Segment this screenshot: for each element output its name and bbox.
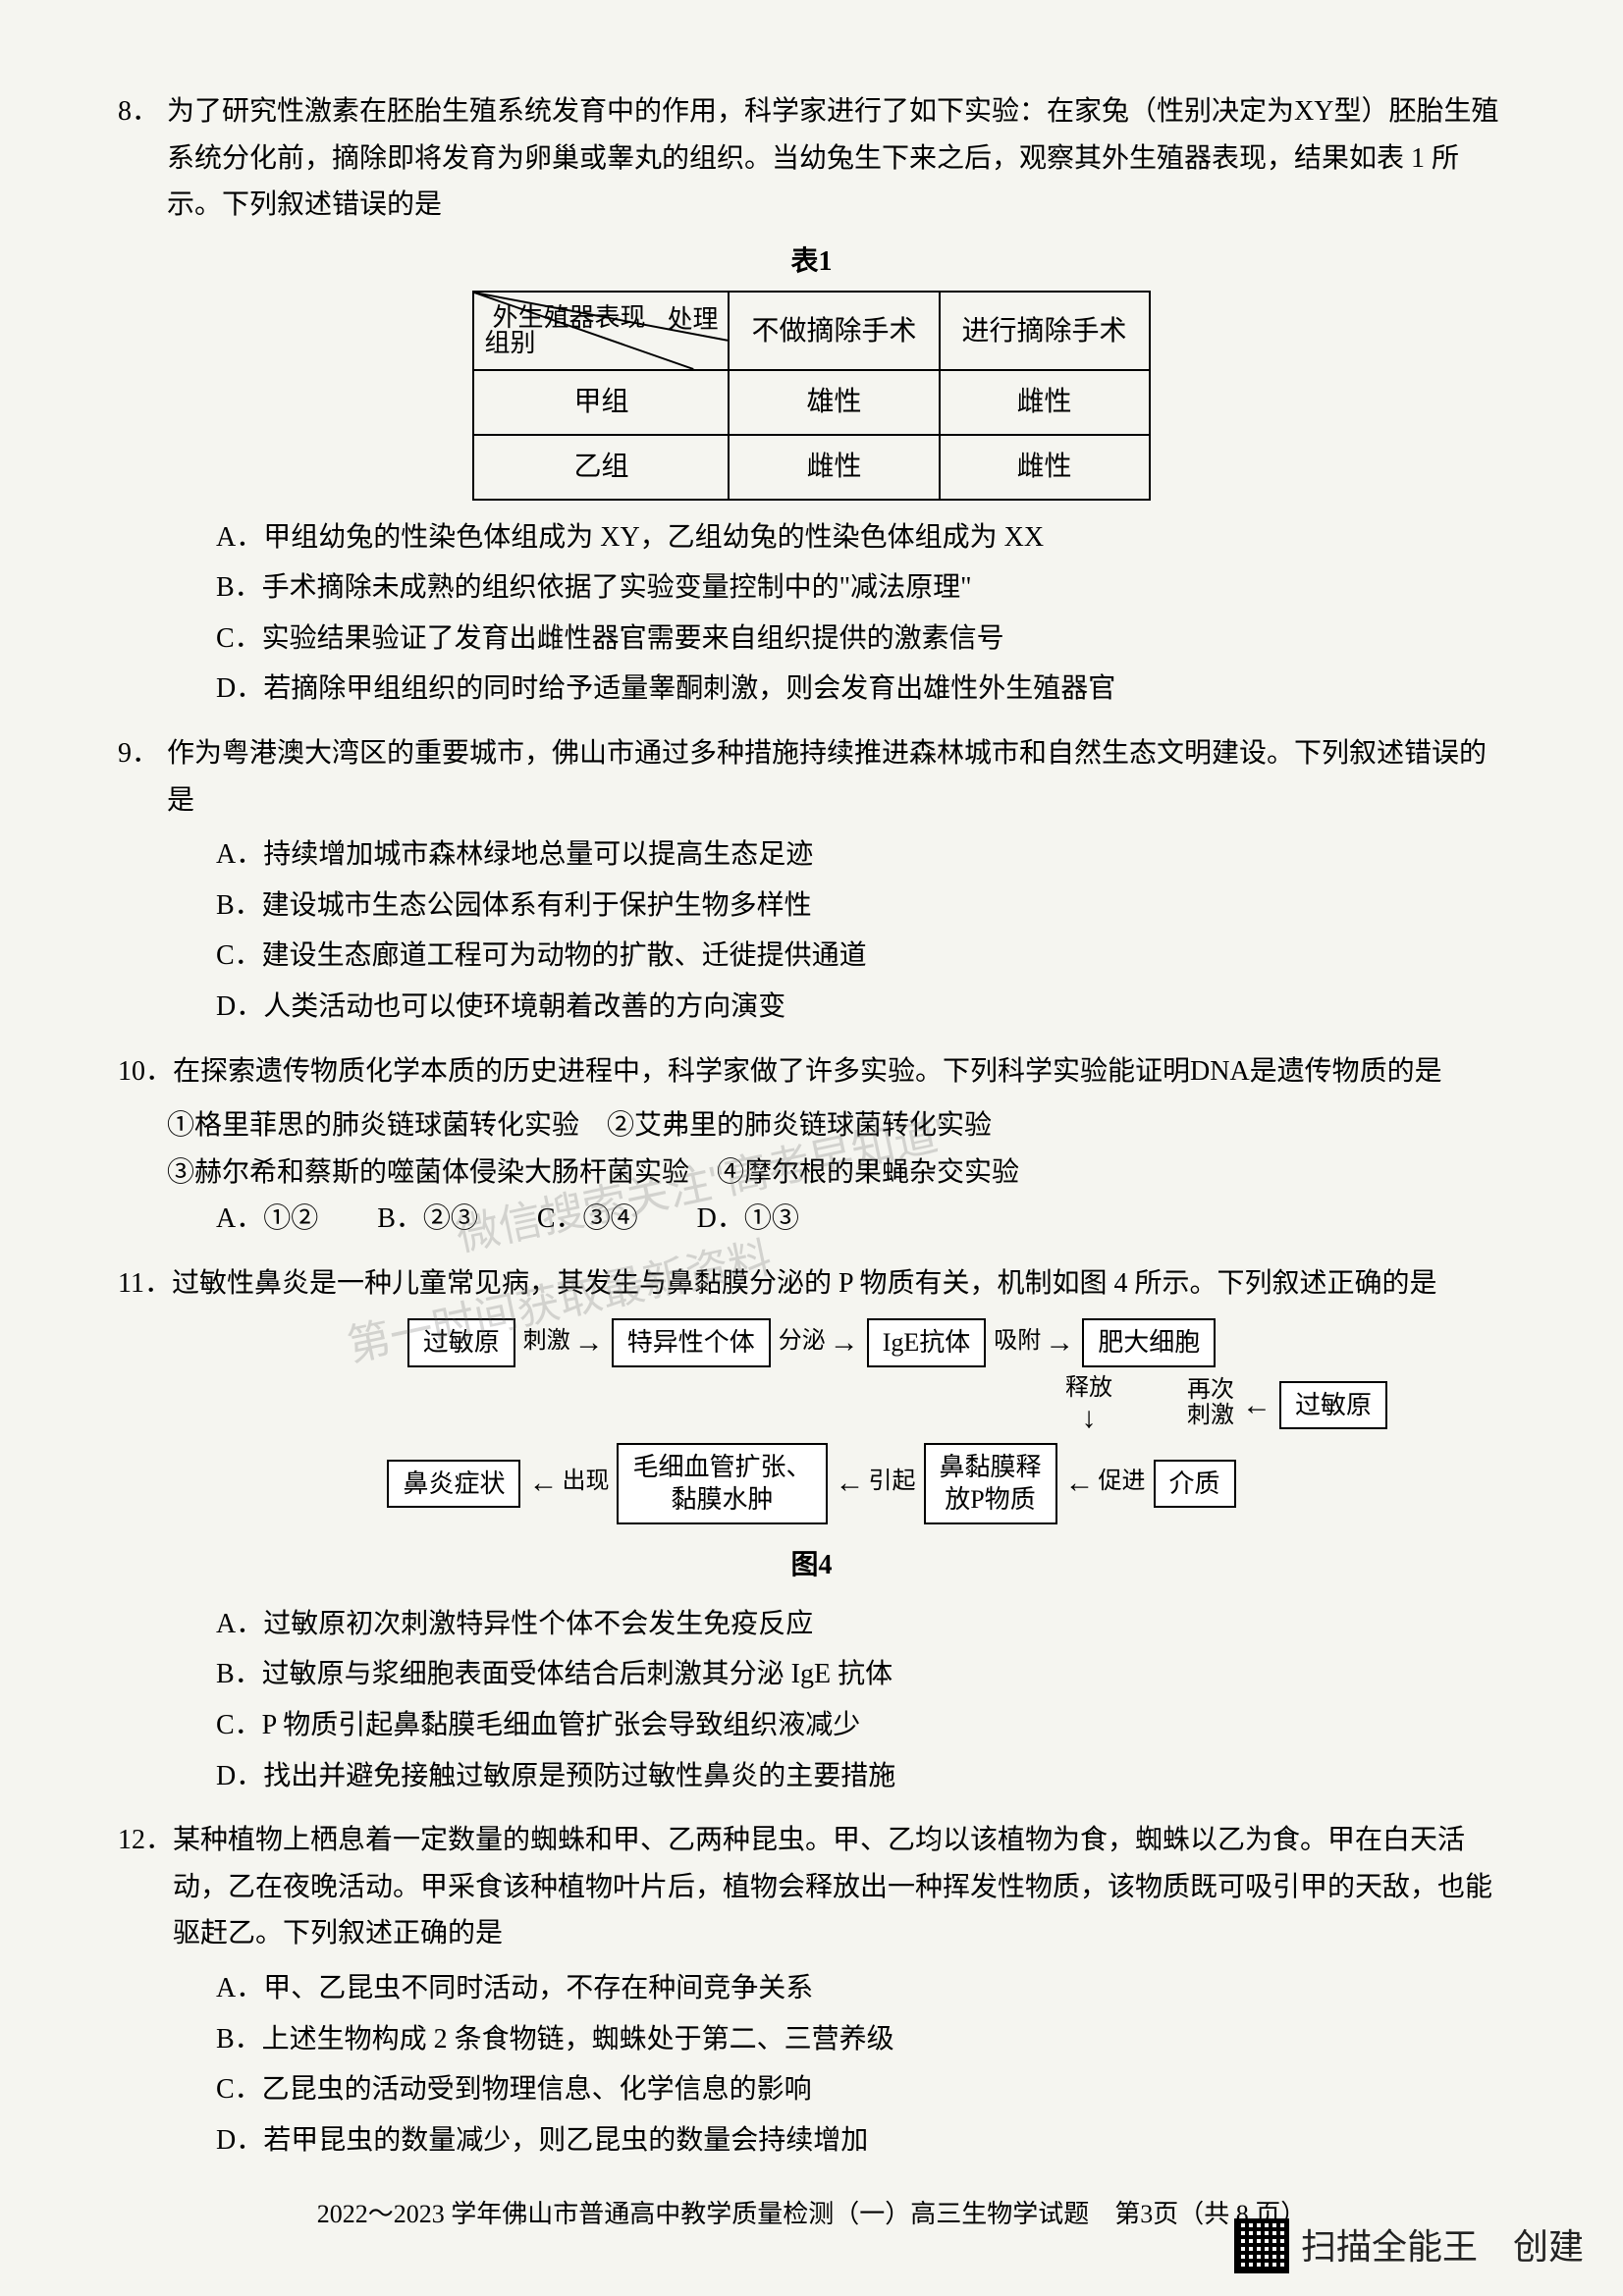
q9-opt-b: B．建设城市生态公园体系有利于保护生物多样性: [216, 882, 1505, 930]
q11-number: 11．: [118, 1260, 172, 1308]
q8-table: 外生殖器表现 处理 组别 不做摘除手术 进行摘除手术 甲组 雄性 雌性 乙组 雌…: [472, 291, 1150, 500]
q9-text: 作为粤港澳大湾区的重要城市，佛山市通过多种措施持续推进森林城市和自然生态文明建设…: [167, 730, 1505, 824]
q11-text: 过敏性鼻炎是一种儿童常见病，其发生与鼻黏膜分泌的 P 物质有关，机制如图 4 所…: [172, 1260, 1505, 1308]
q11-diagram: 过敏原 刺激 → 特异性个体 分泌 → IgE抗体 吸附 → 肥大细胞 释放 ↓: [118, 1318, 1505, 1588]
q8-options: A．甲组幼兔的性染色体组成为 XY，乙组幼兔的性染色体组成为 XX B．手术摘除…: [118, 514, 1505, 713]
q12-opt-b: B．上述生物构成 2 条食物链，蜘蛛处于第二、三营养级: [216, 2016, 1505, 2063]
q11-options: A．过敏原初次刺激特异性个体不会发生免疫反应 B．过敏原与浆细胞表面受体结合后刺…: [118, 1601, 1505, 1799]
q8-r1c1: 甲组: [473, 370, 729, 435]
q9-options: A．持续增加城市森林绿地总量可以提高生态足迹 B．建设城市生态公园体系有利于保护…: [118, 831, 1505, 1030]
arrow-right-icon: →: [1045, 1328, 1074, 1358]
q11-row-mid: 释放 ↓ 再次 刺激 ← 过敏原: [118, 1377, 1505, 1432]
arrow-left-icon: ←: [528, 1468, 558, 1498]
node-mediator: 介质: [1154, 1460, 1236, 1509]
arrow-right-icon: →: [830, 1328, 859, 1358]
arrow-stimulate-1: 刺激 →: [523, 1323, 604, 1363]
q8-table-caption: 表1: [790, 239, 832, 286]
q8-col3: 进行摘除手术: [940, 292, 1150, 370]
q11-opt-c: C．P 物质引起鼻黏膜毛细血管扩张会导致组织液减少: [216, 1702, 1505, 1749]
q8-opt-c: C．实验结果验证了发育出雌性器官需要来自组织提供的激素信号: [216, 615, 1505, 663]
arrow-promote: ← 促进: [1065, 1464, 1146, 1504]
scan-note: 扫描全能王 创建: [1234, 2216, 1584, 2276]
q12-opt-a: A．甲、乙昆虫不同时活动，不存在种间竞争关系: [216, 1965, 1505, 2012]
q11-opt-a: A．过敏原初次刺激特异性个体不会发生免疫反应: [216, 1601, 1505, 1648]
arrow-cause: ← 引起: [836, 1464, 916, 1504]
q8-col2: 不做摘除手术: [729, 292, 939, 370]
q10-opt-b: B．②③: [377, 1196, 478, 1243]
q10-number: 10．: [118, 1048, 173, 1095]
question-11: 11． 过敏性鼻炎是一种儿童常见病，其发生与鼻黏膜分泌的 P 物质有关，机制如图…: [118, 1260, 1505, 1799]
q8-stem: 8． 为了研究性激素在胚胎生殖系统发育中的作用，科学家进行了如下实验：在家兔（性…: [118, 88, 1505, 229]
q9-stem: 9． 作为粤港澳大湾区的重要城市，佛山市通过多种措施持续推进森林城市和自然生态文…: [118, 730, 1505, 824]
node-allergen-1: 过敏原: [407, 1318, 515, 1367]
q8-diag-right: 处理: [667, 298, 718, 342]
q8-opt-d: D．若摘除甲组组织的同时给予适量睾酮刺激，则会发育出雄性外生殖器官: [216, 666, 1505, 713]
node-allergen-2: 过敏原: [1279, 1381, 1387, 1430]
arrow-right-icon: →: [574, 1328, 604, 1358]
q8-opt-b: B．手术摘除未成熟的组织依据了实验变量控制中的"减法原理": [216, 564, 1505, 612]
q9-opt-c: C．建设生态廊道工程可为动物的扩散、迁徙提供通道: [216, 933, 1505, 980]
q9-opt-a: A．持续增加城市森林绿地总量可以提高生态足迹: [216, 831, 1505, 879]
arrow-restimulate: 再次 刺激: [1187, 1379, 1234, 1431]
q8-diag-bottom: 组别: [484, 322, 535, 365]
arrow-adsorb: 吸附 →: [994, 1323, 1074, 1363]
node-ige: IgE抗体: [867, 1318, 987, 1367]
q12-opt-d: D．若甲昆虫的数量减少，则乙昆虫的数量会持续增加: [216, 2117, 1505, 2164]
q11-opt-d: D．找出并避免接触过敏原是预防过敏性鼻炎的主要措施: [216, 1753, 1505, 1800]
q11-opt-b: B．过敏原与浆细胞表面受体结合后刺激其分泌 IgE 抗体: [216, 1651, 1505, 1698]
arrow-release: 释放 ↓: [1065, 1377, 1112, 1432]
q12-opt-c: C．乙昆虫的活动受到物理信息、化学信息的影响: [216, 2066, 1505, 2113]
q11-stem: 11． 过敏性鼻炎是一种儿童常见病，其发生与鼻黏膜分泌的 P 物质有关，机制如图…: [118, 1260, 1505, 1308]
node-individual: 特异性个体: [612, 1318, 771, 1367]
q11-row-bottom: 鼻炎症状 ← 出现 毛细血管扩张、 黏膜水肿 ← 引起 鼻黏膜释 放P物质 ← …: [387, 1443, 1235, 1525]
q12-stem: 12． 某种植物上栖息着一定数量的蜘蛛和甲、乙两种昆虫。甲、乙均以该植物为食，蜘…: [118, 1817, 1505, 1957]
q10-line1: ①格里菲思的肺炎链球菌转化实验 ②艾弗里的肺炎链球菌转化实验: [118, 1102, 1505, 1149]
q12-text: 某种植物上栖息着一定数量的蜘蛛和甲、乙两种昆虫。甲、乙均以该植物为食，蜘蛛以乙为…: [173, 1817, 1505, 1957]
q8-opt-a: A．甲组幼兔的性染色体组成为 XY，乙组幼兔的性染色体组成为 XX: [216, 514, 1505, 561]
q10-line2: ③赫尔希和蔡斯的噬菌体侵染大肠杆菌实验 ④摩尔根的果蝇杂交实验: [118, 1149, 1505, 1197]
node-p-substance: 鼻黏膜释 放P物质: [924, 1443, 1057, 1525]
arrow-appear: ← 出现: [528, 1464, 609, 1504]
q10-stem: 10． 在探索遗传物质化学本质的历史进程中，科学家做了许多实验。下列科学实验能证…: [118, 1048, 1505, 1095]
q8-r2c3: 雌性: [940, 435, 1150, 500]
q10-opt-d: D．①③: [697, 1196, 799, 1243]
arrow-left-icon: ←: [836, 1468, 865, 1498]
q9-opt-d: D．人类活动也可以使环境朝着改善的方向演变: [216, 984, 1505, 1031]
q8-r2c2: 雌性: [729, 435, 939, 500]
q10-options: A．①② B．②③ C．③④ D．①③: [118, 1196, 1505, 1243]
question-8: 8． 为了研究性激素在胚胎生殖系统发育中的作用，科学家进行了如下实验：在家兔（性…: [118, 88, 1505, 713]
q10-opt-c: C．③④: [537, 1196, 638, 1243]
qr-icon: [1234, 2218, 1289, 2273]
arrow-secrete: 分泌 →: [779, 1323, 859, 1363]
q8-number: 8．: [118, 88, 167, 229]
q11-row-top: 过敏原 刺激 → 特异性个体 分泌 → IgE抗体 吸附 → 肥大细胞: [407, 1318, 1217, 1367]
question-9: 9． 作为粤港澳大湾区的重要城市，佛山市通过多种措施持续推进森林城市和自然生态文…: [118, 730, 1505, 1031]
q9-number: 9．: [118, 730, 167, 824]
q10-opt-a: A．①②: [216, 1196, 318, 1243]
node-symptom: 鼻炎症状: [387, 1460, 520, 1509]
q8-table-wrapper: 表1 外生殖器表现 处理 组别 不做摘除手术 进行摘除手术 甲组 雄性 雌性: [118, 239, 1505, 501]
question-12: 12． 某种植物上栖息着一定数量的蜘蛛和甲、乙两种昆虫。甲、乙均以该植物为食，蜘…: [118, 1817, 1505, 2163]
arrow-down-icon: ↓: [1081, 1404, 1096, 1433]
arrow-left-icon: ←: [1065, 1468, 1095, 1498]
q12-number: 12．: [118, 1817, 173, 1957]
q8-r1c2: 雄性: [729, 370, 939, 435]
q12-options: A．甲、乙昆虫不同时活动，不存在种间竞争关系 B．上述生物构成 2 条食物链，蜘…: [118, 1965, 1505, 2163]
scan-text: 扫描全能王 创建: [1301, 2216, 1584, 2276]
question-10: 10． 在探索遗传物质化学本质的历史进程中，科学家做了许多实验。下列科学实验能证…: [118, 1048, 1505, 1243]
q8-r1c3: 雌性: [940, 370, 1150, 435]
node-mast-cell: 肥大细胞: [1082, 1318, 1216, 1367]
q8-text: 为了研究性激素在胚胎生殖系统发育中的作用，科学家进行了如下实验：在家兔（性别决定…: [167, 88, 1505, 229]
q10-text: 在探索遗传物质化学本质的历史进程中，科学家做了许多实验。下列科学实验能证明DNA…: [173, 1048, 1505, 1095]
node-vessel: 毛细血管扩张、 黏膜水肿: [617, 1443, 827, 1525]
arrow-left-icon: ←: [1242, 1380, 1271, 1430]
q8-r2c1: 乙组: [473, 435, 729, 500]
q11-diagram-caption: 图4: [790, 1542, 832, 1589]
q8-diag-header: 外生殖器表现 处理 组别: [473, 292, 729, 370]
